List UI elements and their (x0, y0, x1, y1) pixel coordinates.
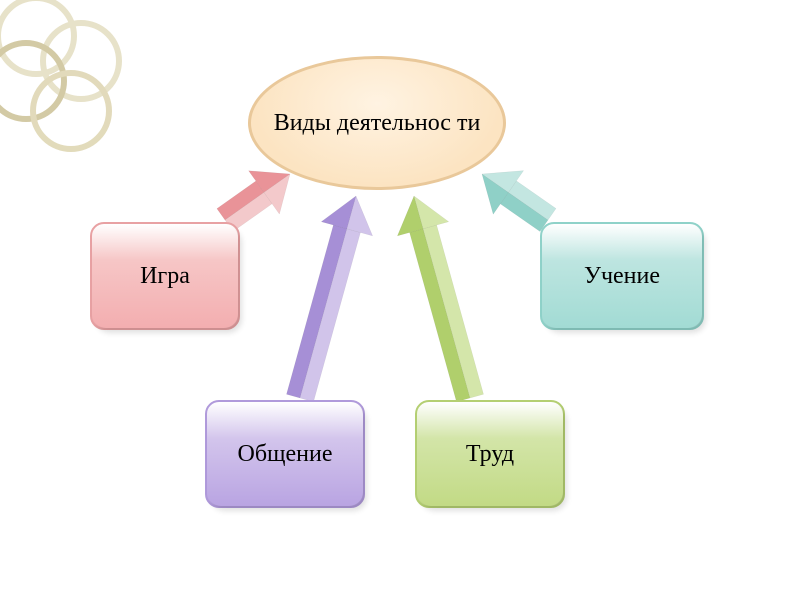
arrow-uchenie (482, 171, 556, 232)
node-trud: Труд (415, 400, 565, 508)
node-uchenie: Учение (540, 222, 704, 330)
node-obshchenie: Общение (205, 400, 365, 508)
node-label: Учение (584, 263, 660, 290)
center-ellipse: Виды деятельнос ти (248, 56, 506, 190)
slide-canvas: Виды деятельнос ти Игра Общение Труд Учение (0, 0, 800, 600)
arrow-obshchenie (287, 196, 373, 402)
arrow-trud (397, 196, 483, 402)
node-igra: Игра (90, 222, 240, 330)
center-label: Виды деятельнос ти (252, 108, 503, 138)
node-label: Общение (237, 441, 332, 468)
node-label: Игра (140, 263, 190, 290)
node-label: Труд (466, 441, 514, 468)
corner-decoration (0, 0, 145, 185)
